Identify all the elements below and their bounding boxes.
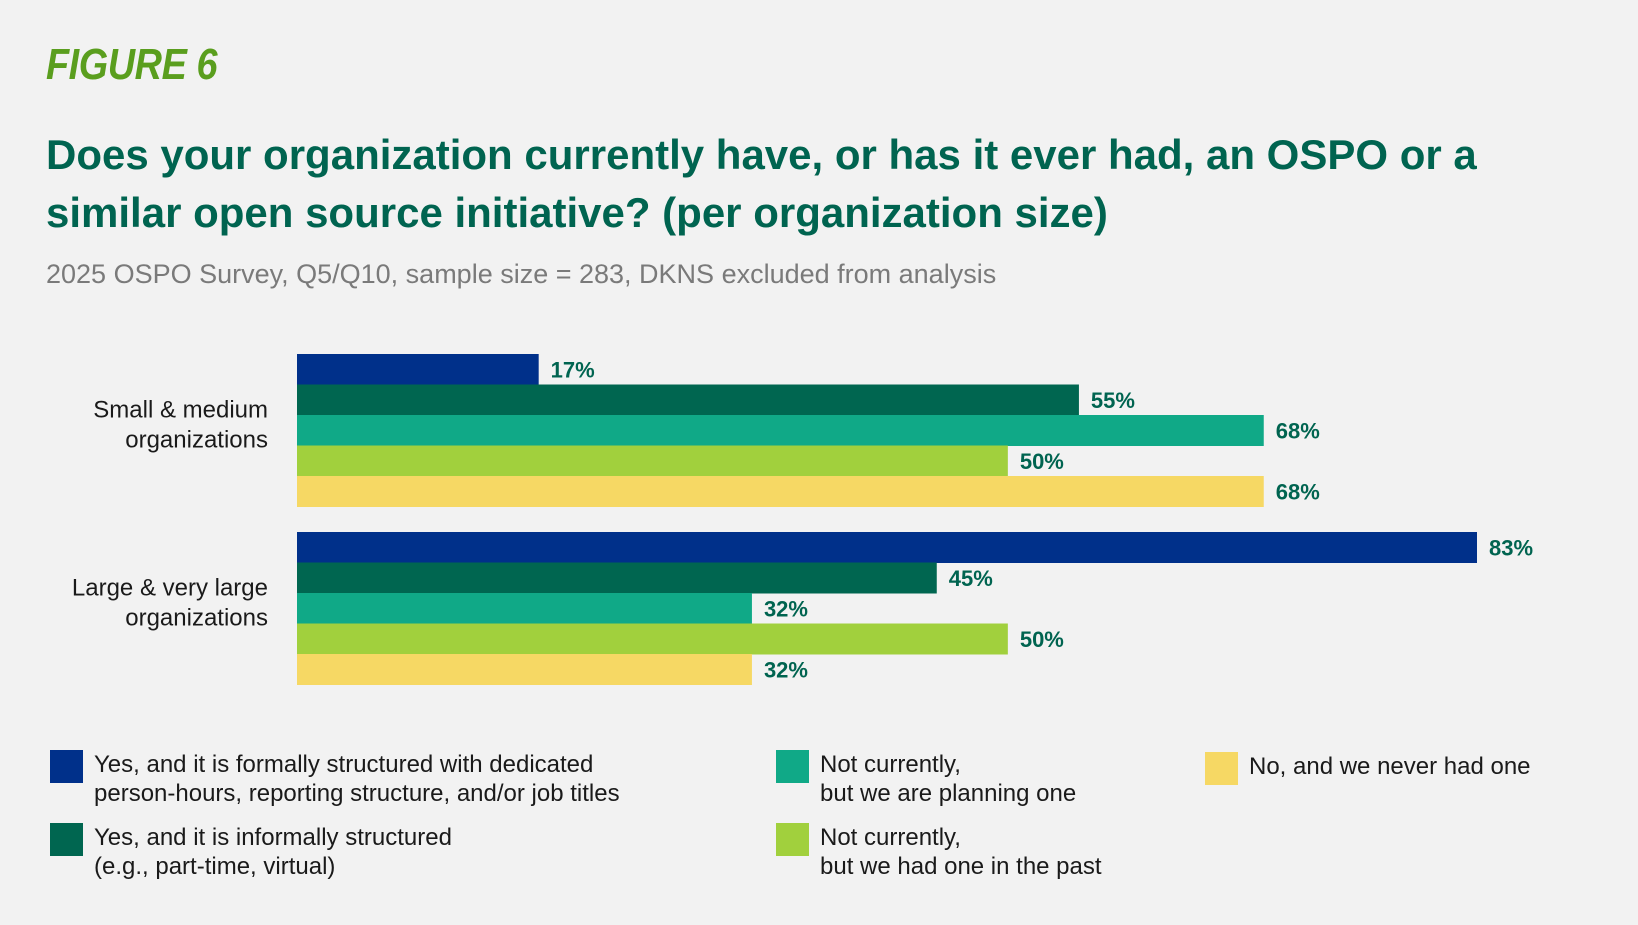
legend-item-past: Not currently, but we had one in the pas…: [776, 823, 1102, 881]
legend-label: Yes, and it is informally structured (e.…: [94, 824, 452, 880]
bar-small-medium-series-2: [297, 415, 1264, 446]
data-label-large-series-3: 50%: [1020, 627, 1064, 652]
bar-small-medium-series-1: [297, 384, 1079, 416]
bar-large-series-2: [297, 593, 752, 624]
bar-large-series-3: [297, 623, 1008, 655]
legend-label: No, and we never had one: [1249, 753, 1531, 780]
bar-large-series-1: [297, 562, 937, 594]
legend-swatch: [1205, 752, 1238, 785]
chart-subtitle: 2025 OSPO Survey, Q5/Q10, sample size = …: [46, 259, 997, 289]
bar-large-series-4: [297, 654, 752, 685]
legend-swatch: [50, 750, 83, 783]
bar-small-medium-series-3: [297, 445, 1008, 477]
chart-title: Does your organization currently have, o…: [46, 131, 1477, 236]
data-label-small-medium-series-1: 55%: [1091, 388, 1135, 413]
legend-item-formal: Yes, and it is formally structured with …: [50, 750, 620, 808]
data-label-large-series-1: 45%: [949, 566, 993, 591]
bar-small-medium-series-0: [297, 354, 539, 385]
bar-small-medium-series-4: [297, 476, 1264, 507]
legend-swatch: [776, 750, 809, 783]
data-label-large-series-0: 83%: [1489, 535, 1533, 560]
bar-chart: Small & medium organizations 17% 55% 68% 50% 6…: [72, 354, 1533, 685]
data-label-small-medium-series-3: 50%: [1020, 449, 1064, 474]
data-label-small-medium-series-0: 17%: [551, 357, 595, 382]
legend-label: Yes, and it is formally structured with …: [94, 751, 620, 807]
data-label-small-medium-series-4: 68%: [1276, 479, 1320, 504]
category-label-large: Large & very large organizations: [72, 574, 268, 631]
legend-item-never: No, and we never had one: [1205, 752, 1531, 785]
legend-item-planning: Not currently, but we are planning one: [776, 750, 1076, 808]
legend-swatch: [776, 823, 809, 856]
legend-item-informal: Yes, and it is informally structured (e.…: [50, 823, 452, 881]
category-label-small-medium: Small & medium organizations: [93, 396, 268, 453]
data-label-small-medium-series-2: 68%: [1276, 418, 1320, 443]
legend-label: Not currently, but we had one in the pas…: [820, 824, 1102, 880]
data-label-large-series-4: 32%: [764, 657, 808, 682]
figure-label: FIGURE 6: [46, 40, 218, 89]
data-label-large-series-2: 32%: [764, 596, 808, 621]
legend-swatch: [50, 823, 83, 856]
legend-label: Not currently, but we are planning one: [820, 751, 1077, 807]
bar-large-series-0: [297, 532, 1477, 563]
